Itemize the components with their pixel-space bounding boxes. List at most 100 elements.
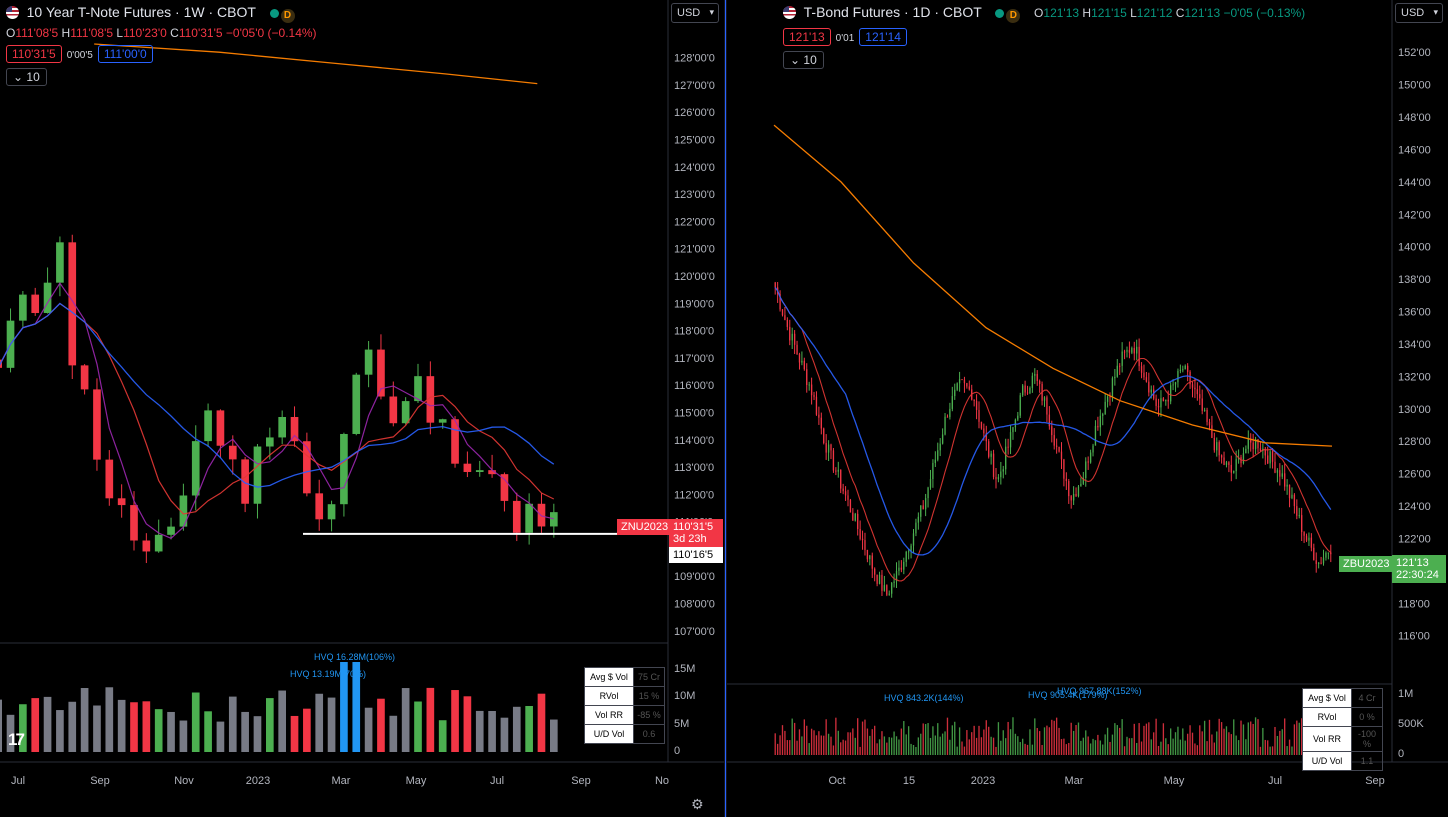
x-tick-label: No: [655, 775, 669, 787]
volume-bar: [963, 746, 966, 755]
candle: [1063, 459, 1065, 479]
candle: [1012, 427, 1014, 433]
candle: [352, 374, 361, 434]
candle: [869, 555, 871, 560]
gear-icon[interactable]: ⚙: [691, 796, 704, 812]
volume-bar: [806, 725, 808, 755]
volume-bar: [973, 725, 975, 755]
candle: [907, 551, 910, 553]
volume-bar: [1106, 727, 1109, 755]
volume-bar: [93, 705, 101, 752]
right-sell-price[interactable]: 121'13: [783, 28, 831, 46]
candle: [786, 319, 789, 327]
volume-bar: [1114, 723, 1116, 755]
volume-bar: [1276, 735, 1279, 755]
volume-bar: [791, 718, 793, 755]
tradingview-logo-icon[interactable]: 17: [8, 730, 25, 749]
market-status-icon[interactable]: D: [269, 6, 295, 23]
candle: [1046, 397, 1048, 415]
volume-bar: [488, 710, 496, 752]
candle: [961, 379, 963, 381]
left-indicators-toggle[interactable]: ⌄ 10: [6, 68, 47, 86]
x-tick-label: Nov: [174, 775, 194, 787]
volume-bar: [1201, 731, 1203, 755]
candle: [1172, 384, 1174, 386]
candle: [1257, 439, 1259, 449]
right-currency-select[interactable]: USD ▾: [1395, 3, 1443, 23]
right-legend: T-Bond Futures · 1D · CBOT D O121'13 H12…: [783, 4, 1305, 69]
candle: [1186, 365, 1189, 372]
volume-bar: [1240, 720, 1242, 755]
volume-bar: [985, 720, 987, 755]
volume-bar: [871, 729, 873, 755]
volume-bar: [414, 701, 422, 752]
y-tick-label: 119'00'0: [674, 298, 714, 310]
candle: [878, 574, 881, 584]
candle: [475, 470, 484, 472]
left-sell-price[interactable]: 110'31'5: [6, 45, 62, 63]
pane-divider[interactable]: [724, 0, 727, 817]
volume-bar: [1301, 718, 1303, 755]
left-ohlc: O111'08'5 H111'08'5 L110'23'0 C110'31'5 …: [6, 26, 317, 40]
volume-bar: [907, 726, 910, 755]
y-tick-label: 142'00: [1398, 209, 1431, 221]
candle: [401, 401, 410, 424]
volume-bar: [426, 687, 435, 752]
right-buy-price[interactable]: 121'14: [859, 28, 907, 46]
volume-bar: [898, 739, 900, 755]
volume-bar: [1140, 741, 1143, 755]
candle: [1310, 537, 1313, 548]
y-tick-label: 138'00: [1398, 274, 1431, 286]
volume-bar: [1063, 738, 1065, 755]
volume-tick-label: 15M: [674, 663, 695, 675]
candle: [808, 384, 810, 386]
right-indicators-toggle[interactable]: ⌄ 10: [783, 51, 824, 69]
left-spread: 0'00'5: [66, 50, 93, 61]
candle: [1245, 448, 1247, 454]
candle: [1143, 372, 1145, 378]
volume-bar: [117, 699, 126, 752]
volume-bar: [939, 736, 941, 755]
volume-bar: [167, 711, 175, 752]
right-spread: 0'01: [835, 33, 855, 44]
volume-bar: [1174, 732, 1177, 755]
candle: [1048, 414, 1051, 427]
left-currency-select[interactable]: USD ▾: [671, 3, 719, 23]
x-tick-label: 2023: [971, 775, 995, 787]
right-chart-pane[interactable]: 152'00 150'00 148'00 146'00 144'00 142'00 140'…: [727, 0, 1448, 817]
candle: [216, 410, 225, 446]
candle: [1284, 473, 1286, 487]
volume-bar: [130, 702, 138, 752]
right-chart-canvas[interactable]: 152'00 150'00 148'00 146'00 144'00 142'00 140'…: [727, 0, 1448, 817]
candle: [1121, 351, 1123, 366]
left-buy-price[interactable]: 111'00'0: [97, 45, 153, 63]
volume-bar: [808, 743, 810, 755]
volume-bar: [941, 733, 944, 755]
volume-bar: [1218, 718, 1220, 755]
right-symbol-title[interactable]: T-Bond Futures · 1D · CBOT: [803, 4, 982, 20]
candle: [1317, 562, 1320, 564]
left-chart-pane[interactable]: 128'00'0 127'00'0 126'00'0 125'00'0 124'00'0…: [0, 0, 724, 817]
candle: [1145, 377, 1148, 382]
volume-bar: [1189, 725, 1191, 755]
candle: [917, 516, 920, 523]
volume-bar: [1269, 746, 1271, 755]
candle: [900, 567, 903, 570]
candle: [859, 528, 861, 539]
candle: [995, 476, 997, 480]
candle: [340, 433, 348, 505]
volume-bar: [786, 740, 789, 755]
volume-bar: [932, 726, 934, 755]
candle: [1206, 409, 1208, 423]
candle: [876, 574, 878, 584]
candle: [1208, 422, 1211, 426]
ma-200-line: [94, 43, 538, 85]
candle: [1026, 392, 1029, 394]
left-line-price-tag: 110'16'5: [669, 547, 723, 563]
market-status-icon[interactable]: D: [995, 6, 1021, 23]
candle: [929, 478, 932, 488]
left-symbol-title[interactable]: 10 Year T-Note Futures · 1W · CBOT: [26, 4, 256, 20]
left-chart-canvas[interactable]: 128'00'0 127'00'0 126'00'0 125'00'0 124'00'0…: [0, 0, 724, 817]
volume-bar: [988, 726, 990, 755]
candle: [1322, 557, 1325, 564]
